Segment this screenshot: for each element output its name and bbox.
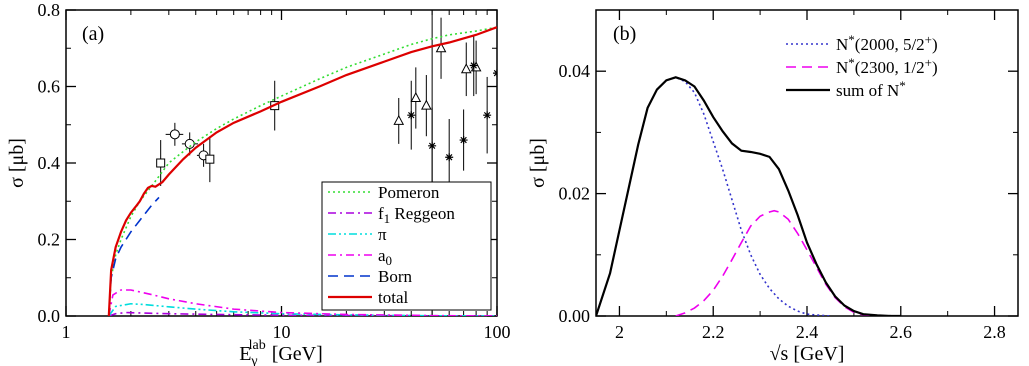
panel-b-legend: N*(2000, 5/2+) N*(2300, 1/2+) sum of N*	[786, 32, 938, 100]
x-tick-label: 2.8	[983, 322, 1006, 342]
series-line-pomeron	[108, 26, 497, 316]
panel-b-x-axis-title: √s [GeV]	[770, 343, 845, 365]
series-line-total	[107, 26, 497, 316]
legend-label-f1-reggeon: f1 Reggeon	[378, 204, 455, 226]
n2000-rest: (2000, 5/2	[855, 35, 925, 54]
panel-b-y-axis-title: σ [μb]	[527, 138, 549, 188]
legend-box	[321, 181, 492, 311]
n2300-rest: (2300, 1/2	[855, 58, 925, 77]
y-tick-label: 0.04	[559, 61, 591, 81]
data-point-square	[205, 154, 215, 164]
legend-label-pomeron: Pomeron	[378, 183, 440, 202]
y-tick-label: 0.0	[38, 306, 61, 326]
data-point-star	[428, 141, 437, 150]
series-line-a	[108, 289, 497, 316]
x-tick-label: 10	[273, 322, 291, 342]
panel-a-legend: Pomeron f1 Reggeon π a0 Born total	[321, 181, 492, 311]
legend-label-n2300: N*(2300, 1/2+)	[836, 55, 938, 77]
data-point-circle	[184, 138, 195, 149]
x-tick-label: 2.4	[796, 322, 819, 342]
series-line-f-reggeon	[108, 311, 497, 316]
x-title-unit: [GeV]	[272, 343, 323, 365]
n2000-main: N	[836, 35, 848, 54]
panel-b-label: (b)	[613, 23, 636, 45]
data-point-triangle	[421, 99, 432, 110]
f1-main: f	[378, 204, 384, 223]
legend-label-sum: sum of N*	[836, 78, 906, 100]
x-tick-label: 100	[484, 322, 511, 342]
x-title-sub: γ	[250, 354, 257, 366]
a0-sub: 0	[386, 253, 393, 268]
y-tick-label: 0.2	[38, 230, 61, 250]
x-title-main: E	[239, 343, 251, 365]
x-title-sup: lab	[249, 338, 266, 353]
y-tick-label: 0.4	[38, 153, 61, 173]
legend-label-total: total	[378, 288, 408, 307]
n2000-sup2: +	[925, 32, 932, 47]
series-line-	[108, 302, 497, 316]
x-tick-label: 1	[62, 322, 71, 342]
data-point-circle	[169, 129, 180, 140]
y-tick-label: 0.8	[38, 0, 61, 20]
legend-label-born: Born	[378, 267, 413, 286]
x-tick-label: 2.2	[702, 322, 725, 342]
data-point-triangle	[460, 63, 472, 74]
panel-a-y-axis-title: σ [μb]	[6, 138, 28, 188]
series-line-sum-of-n	[596, 76, 901, 316]
n2300-main: N	[836, 58, 848, 77]
panel-a-x-axis-title: Eγlab [GeV]	[239, 338, 323, 366]
data-point-star	[407, 111, 416, 120]
n2300-sup2: +	[925, 55, 932, 70]
y-tick-label: 0.02	[559, 184, 591, 204]
data-point-triangle	[410, 91, 422, 102]
y-tick-label: 0.00	[559, 306, 591, 326]
data-point-triangle	[393, 114, 405, 125]
data-point-star	[493, 69, 497, 78]
n2300-end: )	[932, 58, 938, 77]
series-line-born	[108, 196, 160, 316]
panel-a-label: (a)	[82, 23, 104, 45]
x-tick-label: 2.6	[890, 322, 913, 342]
y-tick-label: 0.6	[38, 77, 61, 97]
f1-rest: Reggeon	[390, 204, 455, 223]
data-point-triangle	[435, 42, 447, 53]
sum-main: sum of N	[836, 81, 899, 100]
data-point-star	[483, 111, 492, 120]
series-line-n-2300-1-2	[675, 209, 878, 316]
n2000-sup: *	[848, 32, 855, 47]
data-point-star	[445, 153, 454, 162]
data-point-square	[156, 158, 166, 168]
sum-sup: *	[899, 78, 906, 93]
panel-b-plot-frame	[595, 9, 1019, 317]
n2000-end: )	[932, 35, 938, 54]
a0-main: a	[378, 246, 386, 265]
series-line-n-2000-5-2	[596, 76, 831, 316]
legend-label-a0: a0	[378, 246, 392, 268]
panel-b: 2 2.2 2.4 2.6 2.8 0.00 0.02 0.04 (b) σ [μb] √s …	[527, 9, 1019, 365]
data-point-star	[459, 136, 468, 145]
legend-label-n2000: N*(2000, 5/2+)	[836, 32, 938, 54]
data-point-star	[469, 61, 478, 70]
legend-label-pi: π	[378, 225, 387, 244]
f1-sub: 1	[384, 211, 391, 226]
x-tick-label: 2	[615, 322, 624, 342]
n2300-sup: *	[848, 55, 855, 70]
